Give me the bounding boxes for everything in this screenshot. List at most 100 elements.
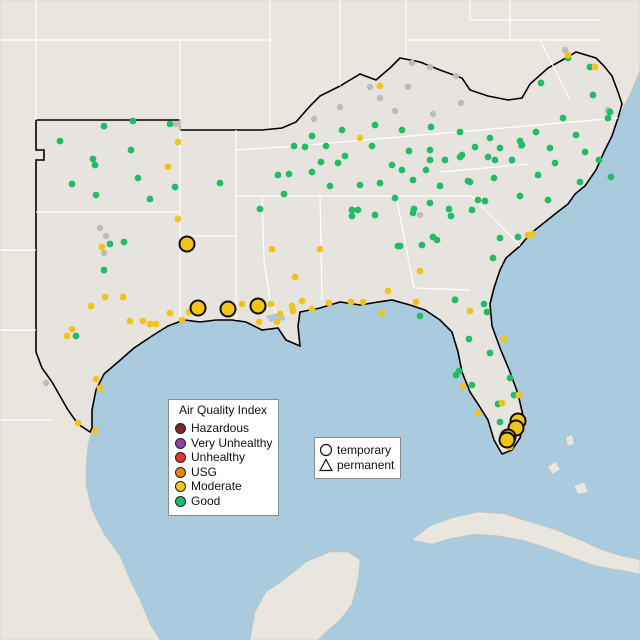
monitor-moderate[interactable] — [174, 215, 182, 223]
monitor-good[interactable] — [322, 142, 330, 150]
monitor-good[interactable] — [546, 144, 554, 152]
monitor-moderate[interactable] — [98, 243, 106, 251]
monitor-moderate[interactable] — [267, 300, 275, 308]
monitor-good[interactable] — [308, 168, 316, 176]
monitor-good[interactable] — [398, 126, 406, 134]
monitor-good[interactable] — [481, 197, 489, 205]
monitor-no-data[interactable] — [366, 83, 374, 91]
monitor-moderate[interactable] — [166, 309, 174, 317]
monitor-moderate[interactable] — [356, 134, 364, 142]
monitor-moderate[interactable] — [68, 325, 76, 333]
monitor-no-data[interactable] — [96, 224, 104, 232]
monitor-good[interactable] — [451, 296, 459, 304]
monitor-good[interactable] — [285, 170, 293, 178]
monitor-moderate[interactable] — [152, 320, 160, 328]
monitor-good[interactable] — [334, 159, 342, 167]
monitor-good[interactable] — [551, 159, 559, 167]
monitor-moderate[interactable] — [273, 318, 281, 326]
monitor-moderate[interactable] — [126, 317, 134, 325]
monitor-good[interactable] — [480, 300, 488, 308]
monitor-good[interactable] — [464, 177, 472, 185]
monitor-moderate[interactable] — [268, 245, 276, 253]
monitor-good[interactable] — [544, 196, 552, 204]
monitor-good[interactable] — [491, 156, 499, 164]
monitor-no-data[interactable] — [429, 110, 437, 118]
monitor-good[interactable] — [348, 212, 356, 220]
monitor-good[interactable] — [429, 233, 437, 241]
monitor-good[interactable] — [68, 180, 76, 188]
monitor-no-data[interactable] — [172, 120, 180, 128]
monitor-good[interactable] — [216, 179, 224, 187]
monitor-good[interactable] — [376, 179, 384, 187]
monitor-good[interactable] — [465, 335, 473, 343]
monitor-good[interactable] — [506, 374, 514, 382]
monitor-moderate[interactable] — [412, 298, 420, 306]
monitor-good[interactable] — [486, 134, 494, 142]
monitor-no-data[interactable] — [376, 94, 384, 102]
monitor-temporary-moderate[interactable] — [189, 299, 207, 317]
monitor-good[interactable] — [354, 206, 362, 214]
monitor-good[interactable] — [100, 122, 108, 130]
monitor-good[interactable] — [120, 238, 128, 246]
monitor-good[interactable] — [371, 121, 379, 129]
monitor-good[interactable] — [422, 166, 430, 174]
monitor-moderate[interactable] — [474, 409, 482, 417]
monitor-good[interactable] — [607, 173, 615, 181]
monitor-temporary-moderate[interactable] — [498, 431, 516, 449]
monitor-good[interactable] — [441, 156, 449, 164]
monitor-good[interactable] — [134, 174, 142, 182]
monitor-good[interactable] — [91, 161, 99, 169]
monitor-good[interactable] — [474, 196, 482, 204]
monitor-moderate[interactable] — [498, 399, 506, 407]
monitor-good[interactable] — [72, 332, 80, 340]
monitor-moderate[interactable] — [92, 375, 100, 383]
monitor-good[interactable] — [348, 206, 356, 214]
monitor-moderate[interactable] — [174, 138, 182, 146]
monitor-no-data[interactable] — [391, 107, 399, 115]
monitor-good[interactable] — [486, 349, 494, 357]
monitor-moderate[interactable] — [63, 332, 71, 340]
monitor-moderate[interactable] — [500, 335, 508, 343]
monitor-no-data[interactable] — [404, 83, 412, 91]
monitor-moderate[interactable] — [91, 427, 99, 435]
monitor-moderate[interactable] — [515, 391, 523, 399]
monitor-good[interactable] — [418, 241, 426, 249]
monitor-good[interactable] — [508, 156, 516, 164]
monitor-good[interactable] — [100, 266, 108, 274]
monitor-good[interactable] — [129, 117, 137, 125]
monitor-moderate[interactable] — [591, 63, 599, 71]
monitor-good[interactable] — [496, 234, 504, 242]
monitor-moderate[interactable] — [291, 273, 299, 281]
monitor-good[interactable] — [426, 146, 434, 154]
monitor-moderate[interactable] — [101, 293, 109, 301]
monitor-good[interactable] — [458, 151, 466, 159]
monitor-no-data[interactable] — [310, 115, 318, 123]
monitor-no-data[interactable] — [336, 103, 344, 111]
monitor-good[interactable] — [490, 174, 498, 182]
monitor-good[interactable] — [368, 142, 376, 150]
monitor-no-data[interactable] — [408, 59, 416, 67]
monitor-moderate[interactable] — [316, 245, 324, 253]
monitor-good[interactable] — [559, 114, 567, 122]
monitor-moderate[interactable] — [378, 309, 386, 317]
monitor-good[interactable] — [516, 192, 524, 200]
monitor-no-data[interactable] — [452, 72, 460, 80]
monitor-moderate[interactable] — [564, 51, 572, 59]
monitor-temporary-moderate[interactable] — [249, 297, 267, 315]
monitor-good[interactable] — [326, 182, 334, 190]
monitor-good[interactable] — [416, 312, 424, 320]
monitor-good[interactable] — [532, 128, 540, 136]
monitor-good[interactable] — [496, 144, 504, 152]
monitor-good[interactable] — [537, 79, 545, 87]
monitor-good[interactable] — [445, 205, 453, 213]
monitor-no-data[interactable] — [100, 249, 108, 257]
monitor-good[interactable] — [56, 137, 64, 145]
monitor-moderate[interactable] — [164, 163, 172, 171]
monitor-moderate[interactable] — [384, 287, 392, 295]
monitor-moderate[interactable] — [347, 298, 355, 306]
monitor-no-data[interactable] — [426, 63, 434, 71]
monitor-good[interactable] — [280, 190, 288, 198]
monitor-moderate[interactable] — [466, 307, 474, 315]
monitor-good[interactable] — [576, 178, 584, 186]
monitor-good[interactable] — [338, 126, 346, 134]
